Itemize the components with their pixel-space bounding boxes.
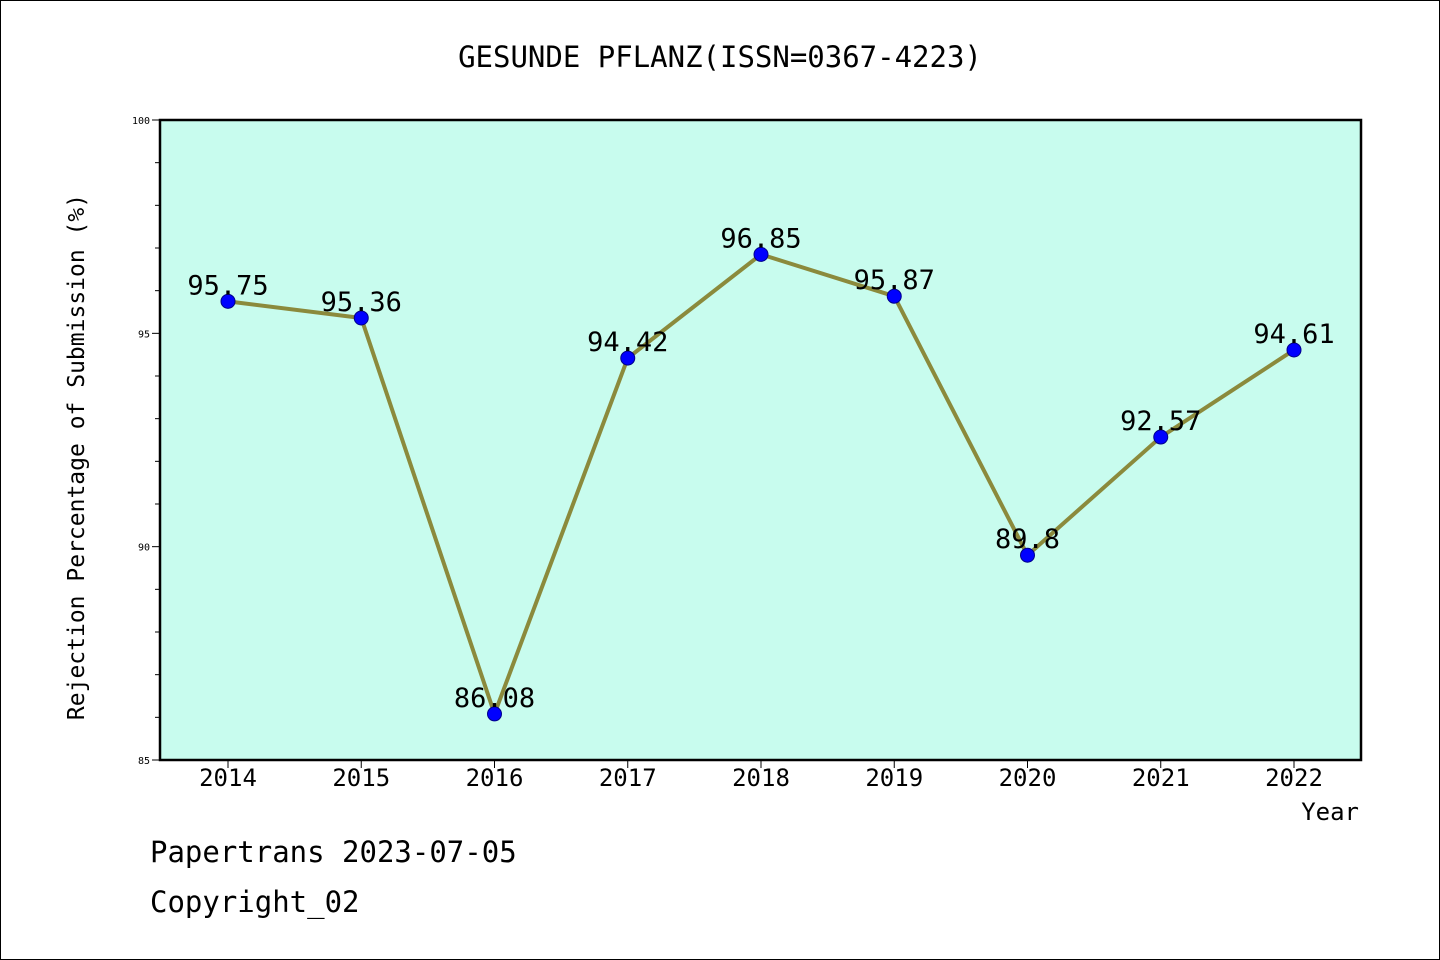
y-tick-label: 100 [132,116,150,127]
data-label: 94.61 [1253,319,1334,350]
data-label: 95.87 [854,265,935,296]
x-tick-label: 2021 [1132,764,1190,792]
y-tick-label: 95 [138,329,150,340]
plot-area [160,120,1361,760]
x-tick-label: 2015 [332,764,390,792]
x-axis-label: Year [1301,798,1359,826]
chart-title: GESUNDE PFLANZ(ISSN=0367-4223) [458,40,982,74]
data-label: 95.75 [187,270,268,301]
y-tick-label: 90 [138,543,150,554]
data-label: 92.57 [1120,406,1201,437]
x-tick-label: 2014 [199,764,257,792]
y-axis-label: Rejection Percentage of Submission (%) [64,194,90,720]
footer-date: Papertrans 2023-07-05 [150,835,517,869]
data-label: 96.85 [720,223,801,254]
x-tick-label: 2017 [599,764,657,792]
y-tick-label: 85 [138,756,150,767]
data-label: 86.08 [454,683,535,714]
x-tick-label: 2022 [1265,764,1323,792]
data-label: 89.8 [995,524,1060,555]
x-tick-label: 2016 [466,764,524,792]
x-tick-label: 2020 [999,764,1057,792]
x-tick-label: 2018 [732,764,790,792]
footer-copyright: Copyright_02 [150,885,360,919]
data-label: 95.36 [321,287,402,318]
data-label: 94.42 [587,327,668,358]
x-tick-label: 2019 [865,764,923,792]
